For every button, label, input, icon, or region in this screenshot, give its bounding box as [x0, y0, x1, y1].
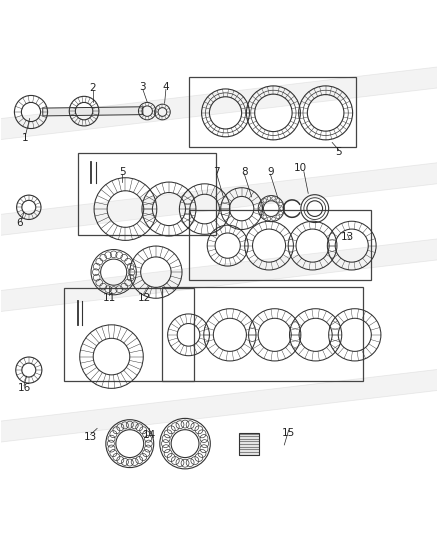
Text: 15: 15 — [282, 428, 295, 438]
Text: 7: 7 — [213, 167, 220, 176]
Bar — [188, 210, 371, 279]
Text: 12: 12 — [138, 293, 151, 303]
Polygon shape — [0, 367, 438, 445]
Text: 1: 1 — [22, 133, 28, 143]
Polygon shape — [42, 107, 143, 116]
Text: 4: 4 — [162, 82, 169, 92]
Bar — [64, 288, 194, 381]
Text: 6: 6 — [16, 218, 23, 228]
Text: 13: 13 — [341, 232, 354, 242]
Text: 10: 10 — [294, 163, 307, 173]
Text: 2: 2 — [89, 83, 96, 93]
Polygon shape — [0, 64, 438, 142]
Text: 16: 16 — [18, 383, 31, 393]
Text: 8: 8 — [241, 167, 247, 176]
Polygon shape — [0, 237, 438, 314]
Bar — [188, 77, 356, 147]
Text: 5: 5 — [336, 148, 342, 157]
Text: 5: 5 — [119, 167, 126, 176]
Polygon shape — [0, 160, 438, 238]
Bar — [239, 433, 258, 455]
Text: 14: 14 — [143, 430, 156, 440]
Text: 11: 11 — [102, 293, 116, 303]
Text: 9: 9 — [267, 167, 274, 176]
Bar — [78, 154, 216, 235]
Bar — [162, 287, 363, 381]
Text: 3: 3 — [140, 82, 146, 92]
Text: 13: 13 — [84, 432, 97, 442]
